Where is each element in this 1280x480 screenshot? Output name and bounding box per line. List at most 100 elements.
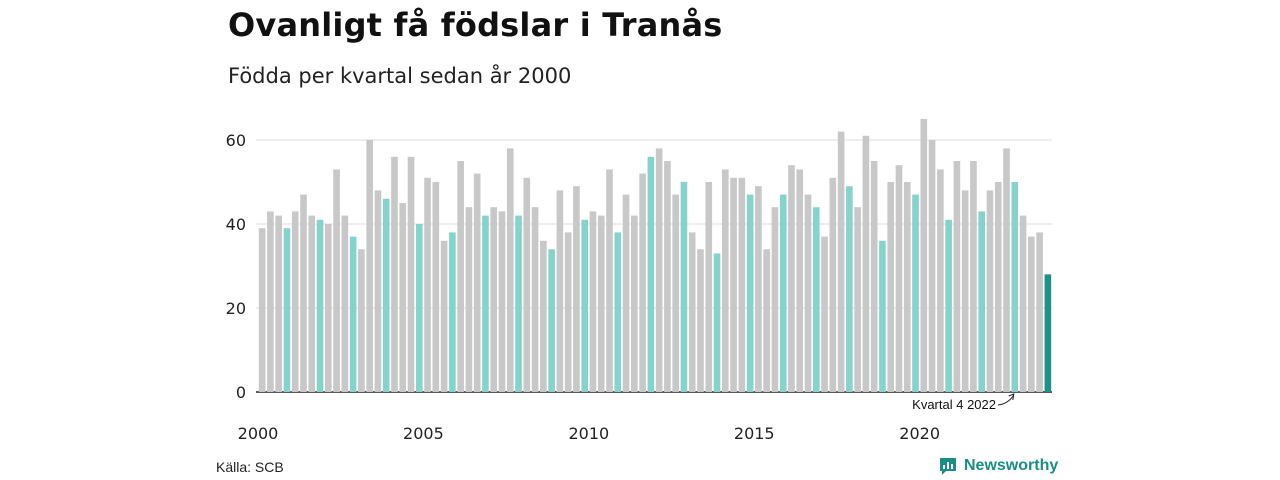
bar xyxy=(564,232,572,392)
bar xyxy=(870,161,878,392)
bar xyxy=(854,207,861,392)
bar xyxy=(1003,148,1010,392)
bar xyxy=(763,249,770,392)
bar xyxy=(1028,236,1035,392)
bar xyxy=(887,182,895,392)
bar xyxy=(424,177,431,392)
bar xyxy=(324,224,332,392)
source-note: Källa: SCB xyxy=(216,459,284,475)
y-tick-label: 20 xyxy=(226,299,246,318)
bar xyxy=(821,236,828,392)
bar xyxy=(473,173,481,392)
bar xyxy=(573,186,580,392)
bar xyxy=(664,161,671,392)
bar xyxy=(647,156,655,392)
bar xyxy=(672,194,679,392)
bar xyxy=(506,148,514,392)
bar xyxy=(548,249,555,392)
bar xyxy=(895,165,903,392)
bar xyxy=(721,169,729,392)
bar xyxy=(523,177,531,392)
bar xyxy=(1011,182,1019,392)
bar xyxy=(482,215,489,392)
x-tick-label: 2015 xyxy=(734,424,775,443)
bar xyxy=(358,249,365,392)
bar xyxy=(945,219,952,392)
bar xyxy=(275,215,282,392)
annotation-arrow xyxy=(997,394,1015,406)
bar xyxy=(1019,215,1027,392)
x-tick-label: 2020 xyxy=(899,424,940,443)
bar xyxy=(465,207,473,392)
chart-title: Ovanligt få födslar i Tranås xyxy=(228,6,723,44)
bar xyxy=(432,182,440,392)
bar xyxy=(374,190,382,392)
x-tick-label: 2005 xyxy=(403,424,444,443)
bar xyxy=(333,169,340,392)
x-tick-label: 2010 xyxy=(568,424,609,443)
bar xyxy=(1036,232,1043,392)
bar xyxy=(291,211,299,392)
bar xyxy=(258,228,266,392)
bar xyxy=(994,182,1002,392)
bar xyxy=(597,215,605,392)
bar xyxy=(970,161,977,392)
bar xyxy=(415,224,423,392)
bar xyxy=(928,140,936,392)
bar xyxy=(697,249,704,392)
bar xyxy=(622,194,630,392)
y-tick-label: 40 xyxy=(226,215,246,234)
bar xyxy=(978,211,986,392)
brand-name: Newsworthy xyxy=(964,457,1059,474)
bar xyxy=(920,119,928,392)
bar xyxy=(391,156,398,392)
bar xyxy=(449,232,456,392)
bar xyxy=(755,186,762,392)
bar xyxy=(779,194,787,392)
annotation-arrowhead xyxy=(1008,393,1015,401)
y-tick-labels: 0 20 40 60 xyxy=(226,131,246,402)
bar xyxy=(515,215,522,392)
x-tick-labels: 2000 2005 2010 2015 2020 xyxy=(238,424,940,443)
bar xyxy=(812,207,820,392)
bars xyxy=(258,119,1052,393)
bar xyxy=(655,148,663,392)
brand[interactable]: Newsworthy xyxy=(938,456,1058,476)
bar xyxy=(556,190,564,392)
bar xyxy=(308,215,316,392)
annotation-label: Kvartal 4 2022 xyxy=(912,397,996,412)
bar xyxy=(382,198,390,392)
bar xyxy=(283,228,291,392)
bar xyxy=(490,207,498,392)
bar xyxy=(688,232,696,392)
y-tick-label: 0 xyxy=(236,383,246,402)
newsworthy-logo-icon xyxy=(940,458,956,475)
bar xyxy=(440,240,448,392)
bar xyxy=(631,215,638,392)
bar xyxy=(457,161,464,392)
bar xyxy=(730,177,737,392)
bar xyxy=(804,194,812,392)
bar xyxy=(953,161,961,392)
bar xyxy=(540,240,547,392)
bar xyxy=(614,232,622,392)
x-tick-label: 2000 xyxy=(238,424,279,443)
bar xyxy=(1044,274,1052,392)
annotation: Kvartal 4 2022 xyxy=(912,393,1015,412)
bar xyxy=(829,177,837,392)
bar xyxy=(639,173,646,392)
bar xyxy=(399,203,407,392)
bar xyxy=(846,186,853,392)
bar xyxy=(771,207,779,392)
bar xyxy=(589,211,597,392)
bar xyxy=(606,169,613,392)
bar xyxy=(879,240,886,392)
bar xyxy=(407,156,415,392)
bar xyxy=(862,135,870,393)
bar xyxy=(349,236,357,392)
bar xyxy=(267,211,274,392)
bar xyxy=(316,219,324,392)
bar xyxy=(788,165,795,392)
bar xyxy=(738,177,746,392)
